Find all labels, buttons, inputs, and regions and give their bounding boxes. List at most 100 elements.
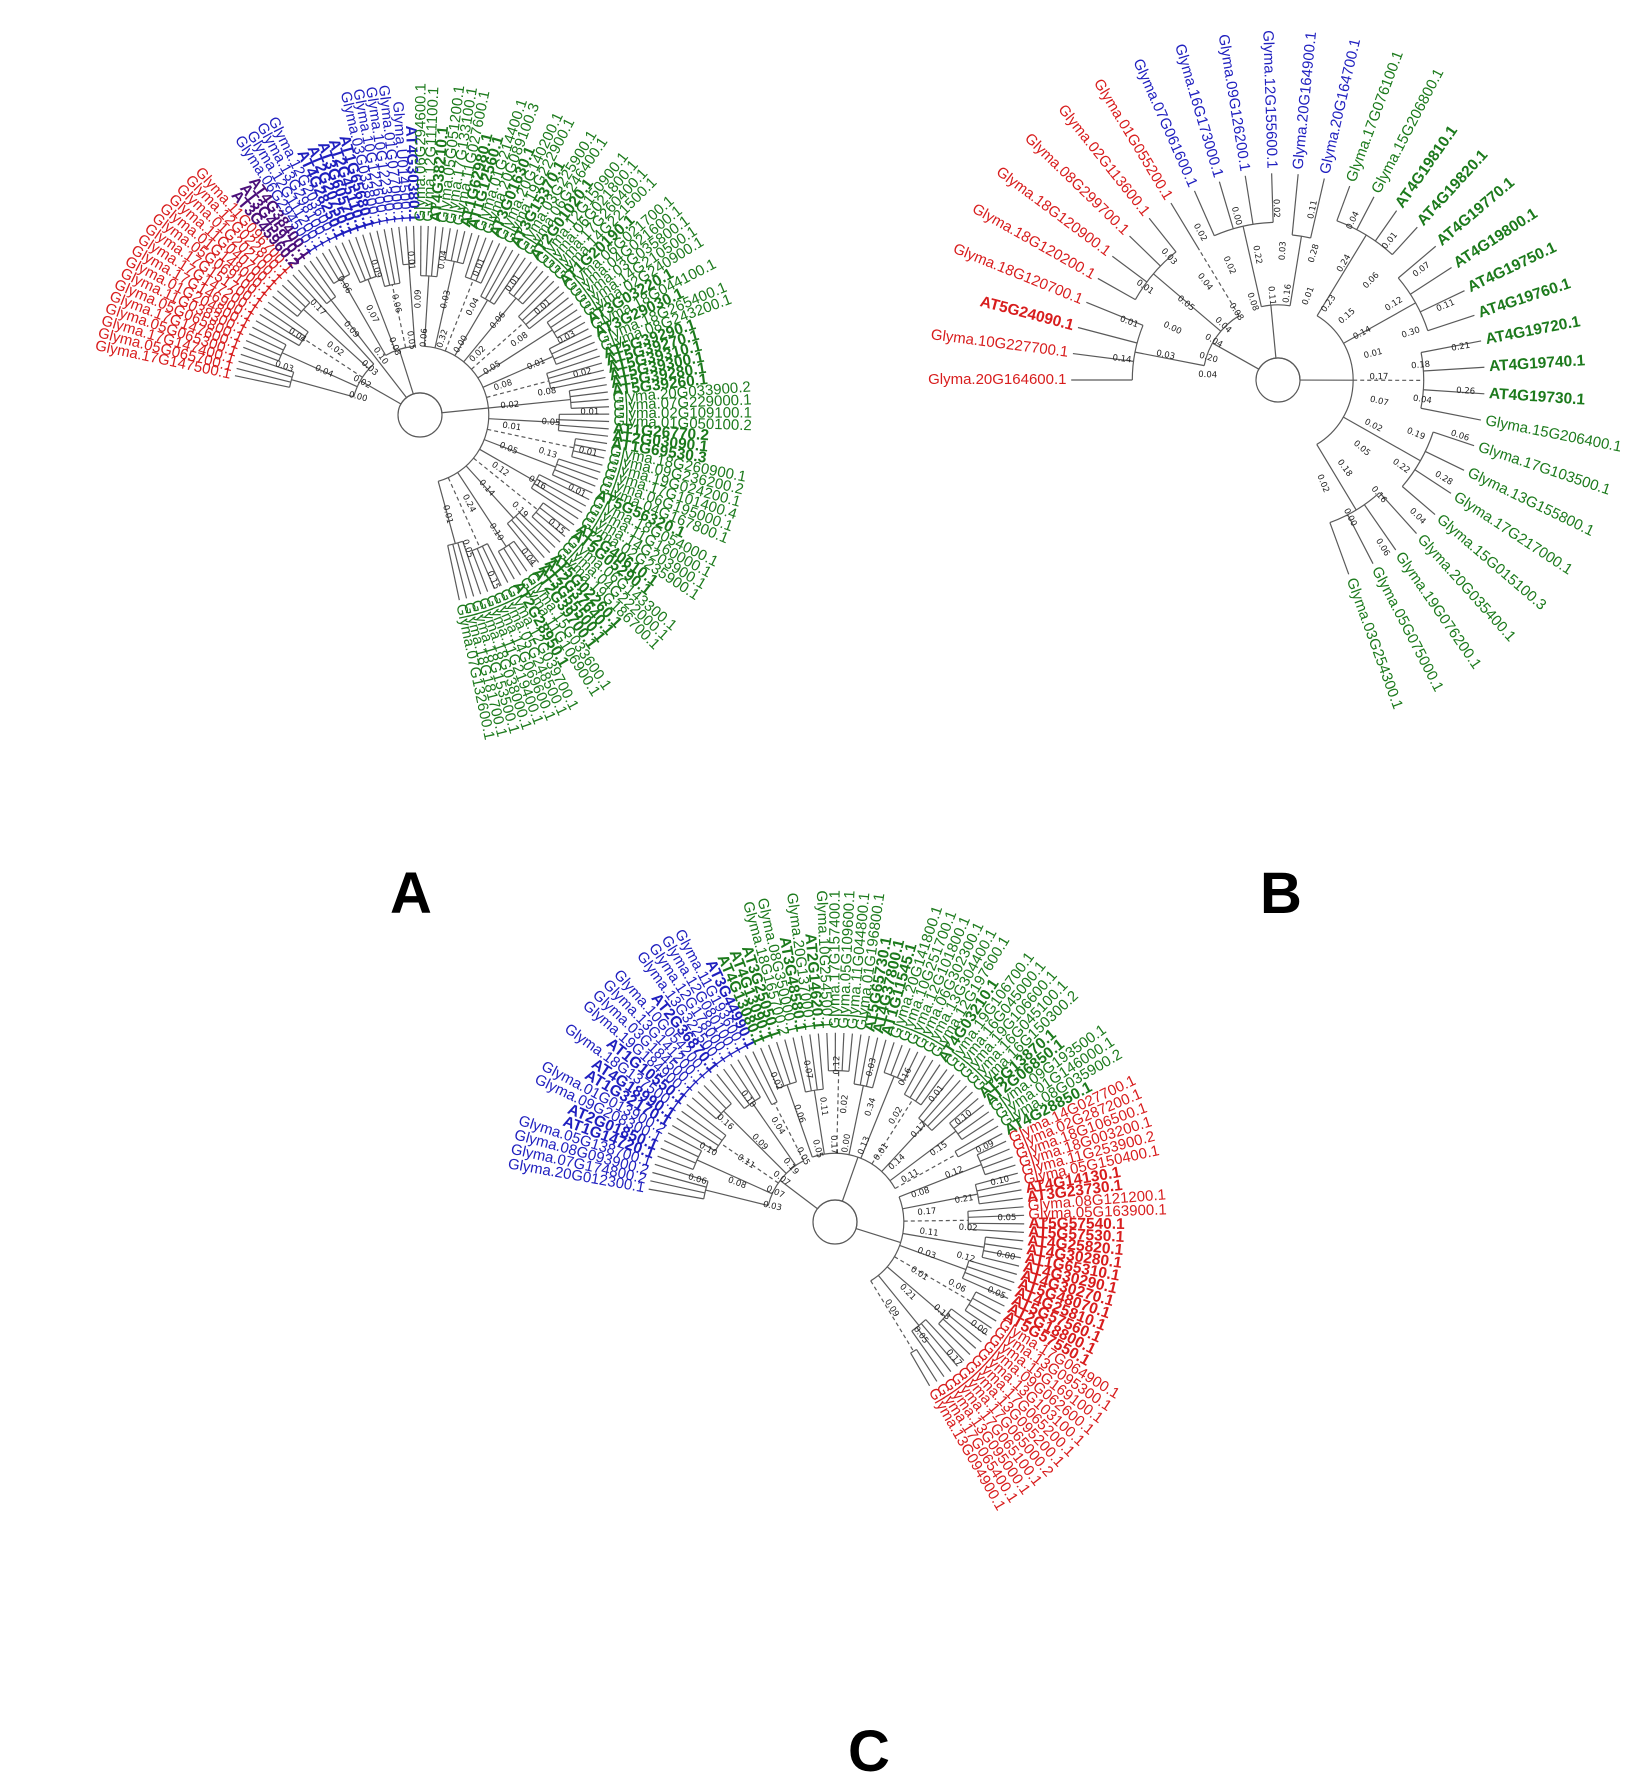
leaf-branch [321,252,340,281]
leaf-branch [493,257,526,305]
leaf-branch [916,1327,952,1372]
subclade-branch [1242,226,1262,307]
leaf-branch [730,1063,756,1102]
subclade-arc [551,458,560,476]
leaf-label: Glyma.05G109600.1 [835,890,859,1029]
subclade-arc [1401,431,1434,487]
subclade-branch [813,1090,825,1155]
subclade-branch [444,279,474,352]
branch-length-label: 0.12 [955,1250,976,1265]
branch-length-label: 0.28 [1307,243,1322,264]
leaf-branch [972,1297,1001,1315]
subclade-branch [465,465,514,519]
subclade-branch [487,428,574,449]
panel-label-c: C [848,1719,890,1784]
leaf-branch [1170,202,1200,251]
branch-length-label: 0.03 [1278,241,1289,260]
clade-arc [424,345,490,482]
branch-length-label: 0.28 [1433,469,1454,487]
branch-length-label: 0.18 [1335,458,1354,479]
leaf-branch [983,1250,1021,1259]
leaf-branch [1291,174,1299,236]
leaf-branch [281,284,306,308]
leaf-branch [910,1352,931,1387]
leaf-label: Glyma.20G164600.1 [928,371,1066,388]
branch-length-label: 0.09 [341,319,361,340]
branch-length-label: 0.04 [1213,315,1234,335]
leaf-branch [570,391,608,398]
leaf-branch [1271,173,1274,223]
branch-length-label: 0.01 [1301,285,1317,306]
leaf-branch [703,1085,727,1109]
leaf-branch [841,1032,845,1071]
subclade-branch [1343,302,1416,344]
leaf-branch [723,1068,750,1105]
leaf-label: Glyma.10G254500.1 [813,890,836,1029]
subclade-branch [447,477,481,548]
clade-arc [385,345,416,356]
leaf-branch [263,307,306,337]
leaf-branch [309,260,337,298]
leaf-branch [949,1097,979,1124]
branch-length-label: 0.26 [1456,386,1476,397]
subclade-arc [981,1237,987,1258]
leaf-branch [362,234,377,277]
branch-length-label: 0.08 [726,1175,747,1191]
branch-length-label: 0.13 [537,446,558,461]
leaf-branch [506,523,540,563]
leaf-label: AT5G57530.1 [1028,1224,1125,1246]
leaf-branch [528,297,569,330]
subclade-branch [877,1275,920,1326]
subclade-branch [291,379,354,398]
subclade-branch [902,1232,985,1248]
branch-length-label: 0.01 [872,1142,891,1163]
leaf-branch [947,1313,982,1343]
branch-length-label: 0.01 [1363,347,1384,361]
leaf-branch [918,1074,955,1119]
leaf-branch [1391,226,1418,255]
leaf-branch [240,353,294,373]
branch-length-label: 0.02 [351,374,372,392]
clade-stem [1270,305,1277,359]
leaf-branch [573,450,605,459]
leaf-branch [1433,431,1475,447]
clade-arc [870,1196,905,1282]
subclade-arc [692,1150,703,1170]
subclade-arc [1214,221,1274,237]
branch-length-label: 0.24 [460,493,478,514]
branch-length-label: 0.06 [419,328,431,348]
leaf-branch [525,291,565,325]
leaf-branch [558,458,601,473]
leaf-branch [776,1041,791,1084]
leaf-branch [1129,235,1161,267]
leaf-branch [1397,245,1437,279]
clade-arc [812,1152,896,1189]
leaf-branch [513,266,538,297]
subclade-branch [860,1076,895,1159]
subclade-branch [484,439,556,468]
clade-stem [1212,342,1260,370]
leaf-branch [1336,185,1351,222]
subclade-branch [881,1123,926,1172]
leaf-label: Glyma.07G229000.1 [613,391,752,414]
leaf-branch [676,1117,719,1147]
branch-length-label: 0.30 [1400,325,1421,341]
leaf-branch [652,1171,707,1188]
subclade-branch [719,1142,779,1184]
branch-length-label: 0.32 [435,328,450,349]
branch-length-label: 0.01 [1134,278,1155,297]
branch-length-label: 0.00 [840,1133,853,1153]
subclade-arc [1292,234,1311,239]
leaf-label: Glyma.02G109100.1 [613,404,752,422]
leaf-branch [276,290,302,313]
leaf-branch [553,315,582,334]
leaf-branch [533,483,583,514]
branch-length-label: 0.14 [1352,325,1373,343]
leaf-branch [1218,181,1234,229]
branch-length-label: 0.02 [468,344,488,364]
subclade-branch [871,1099,914,1165]
subclade-branch [303,338,363,378]
subclade-branch [434,261,455,348]
subclade-branch [886,1266,946,1318]
branch-length-label: 0.05 [404,330,417,350]
